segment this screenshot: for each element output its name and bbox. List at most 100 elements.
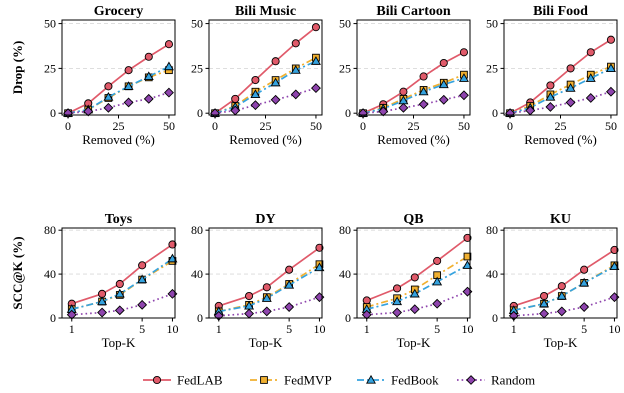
series-fedlab — [211, 23, 320, 118]
panel-qb: 1 5 10 0 40 80 QB Top-K — [339, 212, 473, 350]
series-line-fedlab — [214, 26, 317, 114]
x-tick-label: 5 — [434, 322, 440, 336]
x-tick-label: 10 — [461, 322, 473, 336]
x-tick-label: 50 — [458, 119, 470, 133]
data-point-fedbook — [585, 73, 596, 82]
data-point-fedbook — [418, 86, 429, 96]
data-point-fedmvp — [463, 252, 472, 261]
legend-item-fedlab: FedLAB — [143, 373, 223, 388]
x-axis-label: Removed (%) — [82, 132, 155, 147]
panel-toys: 1 5 10 0 40 80 Toys Top-K SCC@K (%) — [10, 212, 178, 350]
x-tick-label: 0 — [65, 119, 71, 133]
data-point-fedbook — [432, 276, 443, 286]
data-point-random — [418, 99, 429, 110]
data-point-fedlab — [557, 282, 566, 291]
x-tick-label: 25 — [555, 119, 567, 133]
y-tick-label: 0 — [345, 106, 351, 120]
y-tick-label: 40 — [339, 267, 351, 281]
x-axis-label: Top-K — [249, 335, 283, 350]
data-point-random — [409, 304, 420, 315]
data-point-fedbook — [114, 288, 125, 298]
plot-frame — [61, 227, 176, 319]
legend-label: Random — [491, 373, 535, 388]
legend-label: FedMVP — [284, 373, 332, 388]
data-point-random — [579, 302, 590, 312]
y-tick-label: 0 — [492, 311, 498, 325]
x-tick-label: 25 — [113, 119, 125, 133]
legend-marker — [152, 375, 162, 385]
y-tick-label: 0 — [197, 106, 203, 120]
series-line-fedmvp — [509, 65, 612, 115]
x-tick-label: 0 — [507, 119, 513, 133]
data-point-fedlab — [566, 64, 575, 73]
series-fedlab — [214, 243, 324, 310]
legend-label: FedBook — [391, 373, 439, 388]
y-tick-label: 25 — [191, 61, 203, 75]
x-tick-label: 10 — [608, 322, 620, 336]
data-point-fedlab — [98, 289, 107, 298]
legend-marker — [260, 376, 268, 384]
data-point-random — [438, 94, 449, 105]
data-point-random — [565, 97, 576, 108]
data-point-fedlab — [245, 291, 254, 301]
x-tick-label: 50 — [310, 119, 322, 133]
data-point-fedbook — [163, 61, 174, 71]
x-tick-label: 5 — [581, 322, 587, 336]
data-point-fedbook — [97, 296, 108, 306]
data-point-fedlab — [124, 66, 133, 75]
data-point-fedbook — [565, 83, 576, 92]
panel-ku: 1 5 10 0 40 80 KU Top-K — [486, 212, 620, 350]
x-axis-label: Top-K — [102, 335, 136, 350]
y-tick-label: 80 — [486, 223, 498, 237]
series-fedmvp — [211, 53, 320, 118]
panel-title: DY — [255, 212, 275, 227]
data-point-fedlab — [168, 240, 177, 249]
data-point-random — [284, 302, 295, 312]
series-line-random — [67, 91, 170, 115]
x-axis-label: Top-K — [397, 335, 431, 350]
data-point-fedbook — [392, 296, 403, 306]
y-tick-label: 80 — [191, 223, 203, 237]
y-tick-label: 0 — [50, 106, 56, 120]
data-point-fedbook — [284, 279, 295, 289]
data-point-fedlab — [439, 58, 448, 68]
x-axis-label: Removed (%) — [377, 132, 450, 147]
series-fedbook — [505, 63, 616, 117]
legend-item-fedmvp: FedMVP — [250, 373, 332, 388]
data-point-random — [432, 298, 443, 309]
y-axis-label: SCC@K (%) — [10, 236, 25, 309]
panel-title: KU — [550, 212, 571, 227]
series-line-random — [214, 87, 317, 115]
y-tick-label: 80 — [44, 223, 56, 237]
data-point-fedlab — [419, 72, 428, 81]
panel-title: Toys — [105, 212, 133, 227]
data-point-fedbook — [605, 63, 616, 72]
legend-item-random: Random — [457, 373, 535, 388]
y-tick-label: 25 — [486, 61, 498, 75]
series-line-fedmvp — [366, 255, 468, 308]
x-tick-label: 1 — [364, 322, 370, 336]
series-fedbook — [66, 253, 178, 313]
data-point-fedbook — [261, 293, 272, 302]
x-tick-label: 1 — [511, 322, 517, 336]
series-line-random — [362, 94, 465, 115]
series-fedlab — [509, 245, 619, 310]
data-point-random — [606, 86, 616, 97]
data-point-fedbook — [438, 79, 449, 89]
data-point-fedbook — [539, 298, 550, 308]
data-point-fedlab — [104, 82, 113, 91]
data-point-fedlab — [606, 35, 615, 44]
x-axis-label: Top-K — [544, 335, 578, 350]
data-point-random — [311, 83, 321, 94]
data-point-fedlab — [271, 57, 280, 66]
data-point-random — [270, 94, 281, 105]
data-point-random — [143, 93, 154, 104]
series-fedbook — [63, 61, 174, 117]
data-point-random — [123, 97, 134, 108]
y-tick-label: 25 — [44, 61, 56, 75]
data-point-random — [137, 299, 148, 310]
x-tick-label: 0 — [360, 119, 366, 133]
data-point-random — [459, 90, 469, 101]
